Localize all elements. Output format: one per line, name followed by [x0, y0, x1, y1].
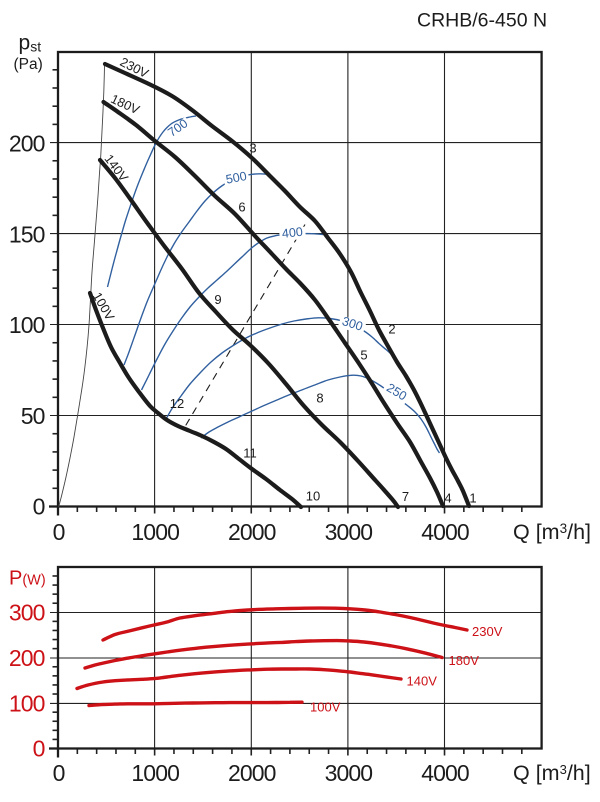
- svg-text:4: 4: [444, 491, 451, 506]
- svg-text:0: 0: [33, 736, 45, 762]
- svg-text:100: 100: [9, 691, 45, 717]
- svg-text:11: 11: [243, 446, 257, 461]
- svg-text:0: 0: [53, 760, 65, 786]
- svg-text:300: 300: [9, 600, 45, 626]
- svg-text:2: 2: [388, 322, 395, 337]
- svg-text:2000: 2000: [228, 519, 276, 545]
- svg-text:8: 8: [316, 391, 323, 406]
- svg-text:CRHB/6-450 N: CRHB/6-450 N: [417, 10, 547, 32]
- svg-text:9: 9: [214, 292, 221, 307]
- svg-text:500: 500: [225, 169, 248, 187]
- svg-text:1000: 1000: [131, 519, 179, 545]
- svg-text:180V: 180V: [449, 653, 480, 668]
- svg-text:0: 0: [33, 494, 45, 520]
- svg-text:200: 200: [9, 130, 45, 156]
- svg-text:1000: 1000: [131, 760, 179, 786]
- svg-text:2000: 2000: [228, 760, 276, 786]
- svg-text:1: 1: [469, 491, 476, 506]
- svg-text:230V: 230V: [472, 624, 503, 639]
- svg-text:10: 10: [306, 489, 320, 504]
- svg-text:400: 400: [281, 225, 303, 241]
- svg-text:Q [m3/h]: Q [m3/h]: [513, 520, 591, 544]
- svg-text:0: 0: [53, 519, 65, 545]
- svg-text:P(W): P(W): [9, 568, 46, 590]
- svg-text:100: 100: [9, 312, 45, 338]
- svg-text:100V: 100V: [310, 700, 341, 715]
- svg-text:7: 7: [402, 489, 409, 504]
- svg-text:3000: 3000: [325, 760, 373, 786]
- svg-text:6: 6: [238, 200, 245, 215]
- svg-text:3000: 3000: [325, 519, 373, 545]
- svg-text:300: 300: [340, 314, 364, 334]
- svg-text:Q [m3/h]: Q [m3/h]: [513, 761, 591, 785]
- svg-text:12: 12: [170, 396, 184, 411]
- svg-text:50: 50: [21, 403, 45, 429]
- svg-text:5: 5: [360, 348, 367, 363]
- svg-text:200: 200: [9, 645, 45, 671]
- svg-text:140V: 140V: [407, 674, 438, 689]
- svg-text:4000: 4000: [421, 760, 469, 786]
- svg-text:(Pa): (Pa): [14, 56, 43, 73]
- svg-text:150: 150: [9, 221, 45, 247]
- svg-text:4000: 4000: [421, 519, 469, 545]
- svg-text:3: 3: [249, 141, 256, 156]
